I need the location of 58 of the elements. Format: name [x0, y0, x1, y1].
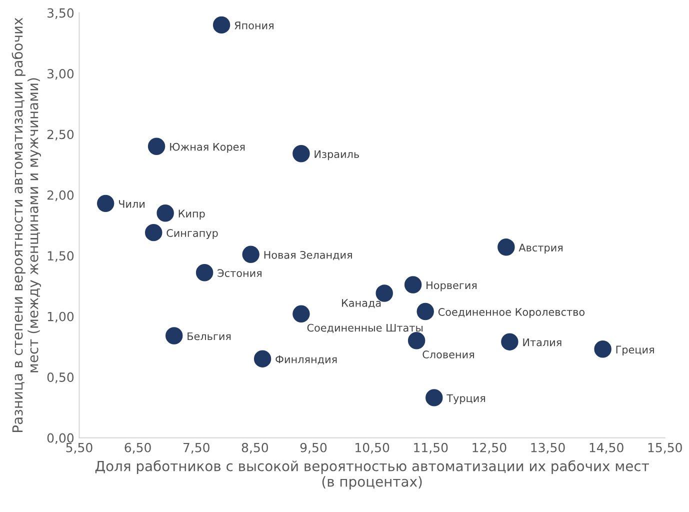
y-tick-label: 3,50 [47, 8, 74, 19]
point [404, 276, 422, 294]
annotation: Канада [342, 299, 381, 308]
annotation: Израиль [314, 150, 359, 160]
y-tick-label: 3,00 [47, 68, 74, 80]
point [148, 138, 166, 155]
annotation: Чили [118, 200, 144, 208]
annotation: Новая Зеландия [264, 250, 352, 260]
point [292, 305, 310, 323]
point [408, 332, 426, 350]
annotation: Италия [523, 338, 562, 346]
annotation: Сингапур [166, 229, 218, 239]
y-tick-label: 2,50 [47, 130, 74, 140]
point [501, 333, 518, 350]
annotation: Эстония [218, 269, 262, 278]
annotation: Норвегия [426, 281, 477, 292]
annotation: Кипр [178, 210, 205, 220]
x-tick-label: 12,50 [472, 442, 506, 454]
point [594, 340, 612, 358]
y-axis-title: Разница в степени вероятности автоматизации рабочих мест (между женщинами и мужчинами) [12, 18, 41, 432]
annotation: Словения [422, 350, 474, 358]
annotation: Южная Корея [170, 142, 245, 153]
x-tick-label: 7,50 [183, 442, 210, 454]
x-axis-title: Доля работников с высокой вероятностью автоматизации их рабочих мест (в процентах) [95, 460, 649, 490]
point [426, 389, 443, 406]
y-tick-label: 1,00 [48, 312, 74, 323]
annotation: Австрия [518, 244, 562, 254]
point [145, 224, 162, 242]
point [498, 238, 515, 256]
annotation: Япония [234, 22, 274, 30]
x-tick-label: 9,50 [300, 442, 327, 454]
x-tick-label: 11,50 [414, 442, 448, 454]
point [292, 145, 310, 162]
y-tick-label: 2,00 [47, 190, 74, 202]
point [165, 327, 183, 344]
point [196, 264, 214, 282]
point [242, 246, 260, 264]
annotation: Соединенное Королевство [438, 308, 585, 318]
y-tick-label: 0,50 [47, 372, 74, 384]
annotation: Финляндия [276, 356, 337, 365]
x-tick-label: 8,50 [242, 442, 268, 454]
point [212, 16, 230, 34]
x-tick-label: 5,50 [66, 442, 92, 454]
point [416, 302, 434, 320]
annotation: Греция [616, 346, 654, 356]
x-tick-label: 10,50 [356, 442, 390, 454]
annotation: Соединенные Штаты [307, 324, 423, 333]
x-tick-label: 15,50 [648, 442, 682, 454]
x-tick-label: 13,50 [531, 442, 565, 454]
point [254, 350, 272, 368]
point [96, 194, 114, 212]
x-tick-label: 6,50 [124, 442, 151, 454]
annotation: Турция [446, 394, 486, 404]
annotation: Бельгия [188, 332, 231, 340]
point [156, 204, 174, 222]
x-tick-label: 14,50 [590, 442, 624, 454]
y-tick-label: 1,50 [48, 251, 74, 262]
y-tick-label: 0,00 [47, 433, 74, 444]
